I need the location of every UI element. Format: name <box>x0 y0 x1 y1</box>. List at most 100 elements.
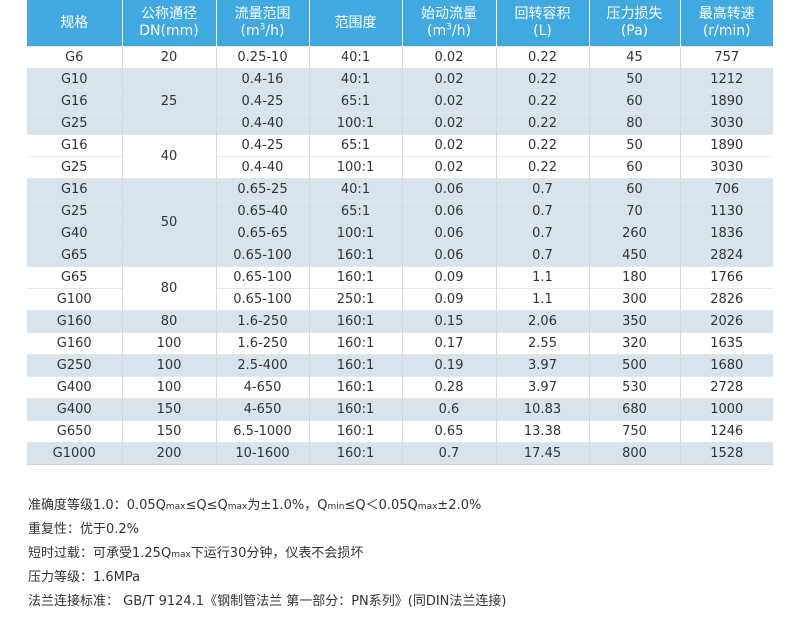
cell-max-speed: 1890 <box>679 134 773 157</box>
cell-flow-range: 0.65-100 <box>215 266 309 289</box>
cell-turndown: 65:1 <box>308 200 402 223</box>
cell-pressure-loss: 180 <box>588 266 680 289</box>
cell-turndown: 160:1 <box>308 244 402 267</box>
cell-starting-flow: 0.09 <box>401 288 496 311</box>
cell-turndown: 40:1 <box>308 178 402 201</box>
cell-model: G25 <box>27 200 122 223</box>
cell-flow-range: 0.4-16 <box>215 68 309 91</box>
cell-model: G25 <box>27 156 122 179</box>
cell-starting-flow: 0.06 <box>401 178 496 201</box>
cell-nominal-diameter: 100 <box>121 332 216 355</box>
cell-flow-range: 0.65-100 <box>215 288 309 311</box>
cell-pressure-loss: 530 <box>588 376 680 399</box>
cell-flow-range: 6.5-1000 <box>215 420 309 443</box>
cell-cyclic-volume: 0.22 <box>495 46 589 69</box>
cell-model: G16 <box>27 178 122 201</box>
cell-cyclic-volume: 17.45 <box>495 442 589 465</box>
cell-nominal-diameter: 100 <box>121 376 216 399</box>
cell-cyclic-volume: 0.7 <box>495 244 589 267</box>
table-row: G65 80 0.65-100 160:1 0.09 1.1 180 1766 <box>27 266 773 311</box>
cell-pressure-loss: 800 <box>588 442 680 465</box>
table-row: G1000 200 10-1600 160:1 0.7 17.45 800 1528 <box>27 442 773 465</box>
cell-flow-range: 1.6-250 <box>215 310 309 333</box>
cell-turndown: 100:1 <box>308 222 402 245</box>
cell-flow-range: 0.4-25 <box>215 134 309 157</box>
cell-cyclic-volume: 3.97 <box>495 354 589 377</box>
cell-cyclic-volume: 2.55 <box>495 332 589 355</box>
cell-cyclic-volume: 1.1 <box>495 288 589 311</box>
cell-model: G160 <box>27 332 122 355</box>
cell-cyclic-volume: 0.7 <box>495 200 589 223</box>
cell-model: G160 <box>27 310 122 333</box>
cell-cyclic-volume: 10.83 <box>495 398 589 421</box>
cell-cyclic-volume: 0.22 <box>495 134 589 157</box>
cell-cyclic-volume: 3.97 <box>495 376 589 399</box>
spec-notes: 准确度等级1.0：0.05Qmax≤Q≤Qmax为±1.0%，Qmin≤Q＜0.… <box>28 494 506 614</box>
cell-max-speed: 1246 <box>679 420 773 443</box>
cell-cyclic-volume: 2.06 <box>495 310 589 333</box>
spec-table-body: G6 20 0.25-10 40:1 0.02 0.22 45 757 G10 25 0.4-16 4… <box>27 46 773 465</box>
cell-max-speed: 1635 <box>679 332 773 355</box>
cell-turndown: 160:1 <box>308 332 402 355</box>
cell-nominal-diameter: 50 <box>121 178 216 267</box>
table-row: G400 100 4-650 160:1 0.28 3.97 530 2728 <box>27 376 773 399</box>
table-row: G10 25 0.4-16 40:1 0.02 0.22 50 1212 <box>27 68 773 135</box>
cell-model: G400 <box>27 376 122 399</box>
cell-starting-flow: 0.7 <box>401 442 496 465</box>
spec-table: 规格 公称通径 DN(mm) 流量范围 (m3/h) 范围度 始动流量 (m3/h) … <box>27 0 773 465</box>
cell-turndown: 160:1 <box>308 442 402 465</box>
header-nominal-diameter: 公称通径 DN(mm) <box>121 0 216 47</box>
cell-flow-range: 10-1600 <box>215 442 309 465</box>
table-row: G250 100 2.5-400 160:1 0.19 3.97 500 1680 <box>27 354 773 377</box>
cell-starting-flow: 0.28 <box>401 376 496 399</box>
cell-starting-flow: 0.06 <box>401 244 496 267</box>
cell-pressure-loss: 60 <box>588 156 680 179</box>
cell-pressure-loss: 45 <box>588 46 680 69</box>
cell-starting-flow: 0.02 <box>401 68 496 91</box>
cell-model: G16 <box>27 90 122 113</box>
cell-turndown: 40:1 <box>308 68 402 91</box>
cell-pressure-loss: 350 <box>588 310 680 333</box>
cell-starting-flow: 0.06 <box>401 200 496 223</box>
cell-turndown: 65:1 <box>308 134 402 157</box>
cell-nominal-diameter: 150 <box>121 398 216 421</box>
cell-cyclic-volume: 13.38 <box>495 420 589 443</box>
cell-model: G400 <box>27 398 122 421</box>
cell-max-speed: 1212 <box>679 68 773 91</box>
cell-max-speed: 1766 <box>679 266 773 289</box>
cell-max-speed: 2026 <box>679 310 773 333</box>
note-flange-standard: 法兰连接标准： GB/T 9124.1《钢制管法兰 第一部分：PN系列》(同DI… <box>28 594 507 609</box>
note-overload: 短时过载：可承受1.25Qmax下运行30分钟，仪表不会损坏 <box>28 546 364 561</box>
table-row: G25 0.4-40 100:1 0.02 0.22 60 3030 <box>27 156 773 179</box>
table-row: G16 0.4-25 65:1 0.02 0.22 60 1890 <box>27 90 773 113</box>
header-flow-range: 流量范围 (m3/h) <box>215 0 309 47</box>
cell-model: G100 <box>27 288 122 311</box>
cell-model: G10 <box>27 68 122 91</box>
cell-model: G6 <box>27 46 122 69</box>
cell-pressure-loss: 60 <box>588 90 680 113</box>
cell-starting-flow: 0.17 <box>401 332 496 355</box>
table-row: G16 50 0.65-25 40:1 0.06 0.7 60 706 <box>27 178 773 267</box>
cell-flow-range: 0.65-25 <box>215 178 309 201</box>
cell-pressure-loss: 60 <box>588 178 680 201</box>
cell-max-speed: 1836 <box>679 222 773 245</box>
cell-model: G250 <box>27 354 122 377</box>
cell-cyclic-volume: 0.22 <box>495 68 589 91</box>
cell-nominal-diameter: 150 <box>121 420 216 443</box>
cell-nominal-diameter: 80 <box>121 310 216 333</box>
cell-model: G1000 <box>27 442 122 465</box>
cell-pressure-loss: 320 <box>588 332 680 355</box>
header-turndown: 范围度 <box>308 0 402 47</box>
cell-model: G16 <box>27 134 122 157</box>
cell-pressure-loss: 300 <box>588 288 680 311</box>
cell-model: G65 <box>27 244 122 267</box>
cell-model: G650 <box>27 420 122 443</box>
cell-starting-flow: 0.02 <box>401 156 496 179</box>
cell-starting-flow: 0.6 <box>401 398 496 421</box>
cell-flow-range: 0.65-40 <box>215 200 309 223</box>
cell-model: G40 <box>27 222 122 245</box>
cell-starting-flow: 0.02 <box>401 134 496 157</box>
cell-nominal-diameter: 100 <box>121 354 216 377</box>
table-row: G160 80 1.6-250 160:1 0.15 2.06 350 2026 <box>27 310 773 333</box>
table-row: G650 150 6.5-1000 160:1 0.65 13.38 750 1246 <box>27 420 773 443</box>
